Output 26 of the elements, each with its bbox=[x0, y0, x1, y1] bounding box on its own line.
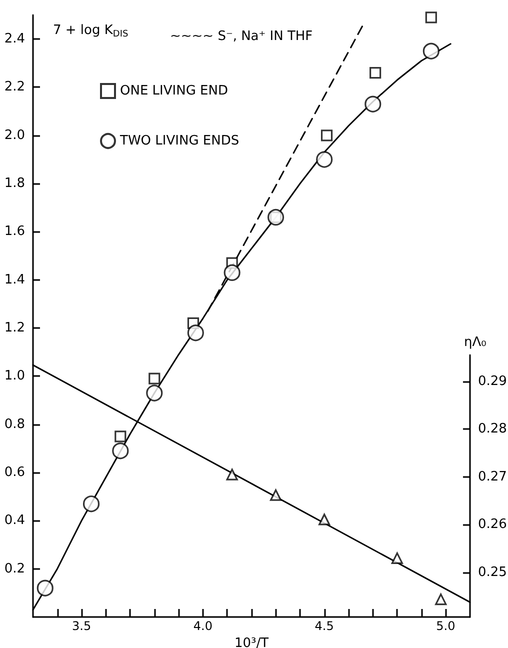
x-tick-label: 3.5 bbox=[72, 619, 92, 633]
y-tick-label: 1.6 bbox=[4, 224, 25, 240]
y-tick-label: 1.0 bbox=[4, 368, 25, 384]
y-tick-label: 1.8 bbox=[4, 176, 25, 192]
legend-label: TWO LIVING ENDS bbox=[119, 134, 240, 148]
y2-tick-label: 0.25 bbox=[478, 565, 507, 580]
y2-tick-label: 0.29 bbox=[478, 374, 507, 389]
y-tick-label: 1.4 bbox=[4, 272, 25, 288]
y2-tick-label: 0.26 bbox=[478, 517, 507, 532]
x-tick-label: 5.0 bbox=[436, 619, 456, 633]
legend-label: ONE LIVING END bbox=[120, 84, 228, 98]
y-tick-label: 0.8 bbox=[4, 416, 25, 432]
x-tick-label: 4.5 bbox=[314, 619, 334, 633]
y-tick-label: 2.0 bbox=[4, 128, 25, 143]
y2-axis-title: ηΛ₀ bbox=[464, 335, 486, 350]
annotation: ~~~~ S⁻, Na⁺ IN THF bbox=[170, 29, 313, 44]
y-tick-label: 1.2 bbox=[4, 320, 25, 336]
y-tick-label: 2.2 bbox=[4, 80, 25, 95]
x-axis-title: 10³/T bbox=[234, 636, 269, 648]
y2-tick-label: 0.27 bbox=[478, 469, 507, 484]
y-tick-label: 0.6 bbox=[4, 465, 25, 480]
y-tick-label: 2.4 bbox=[4, 32, 25, 47]
y-tick-label: 0.4 bbox=[4, 513, 25, 528]
x-tick-label: 4.0 bbox=[193, 619, 212, 633]
y2-tick-label: 0.28 bbox=[478, 422, 507, 437]
y-tick-label: 0.2 bbox=[4, 561, 25, 576]
